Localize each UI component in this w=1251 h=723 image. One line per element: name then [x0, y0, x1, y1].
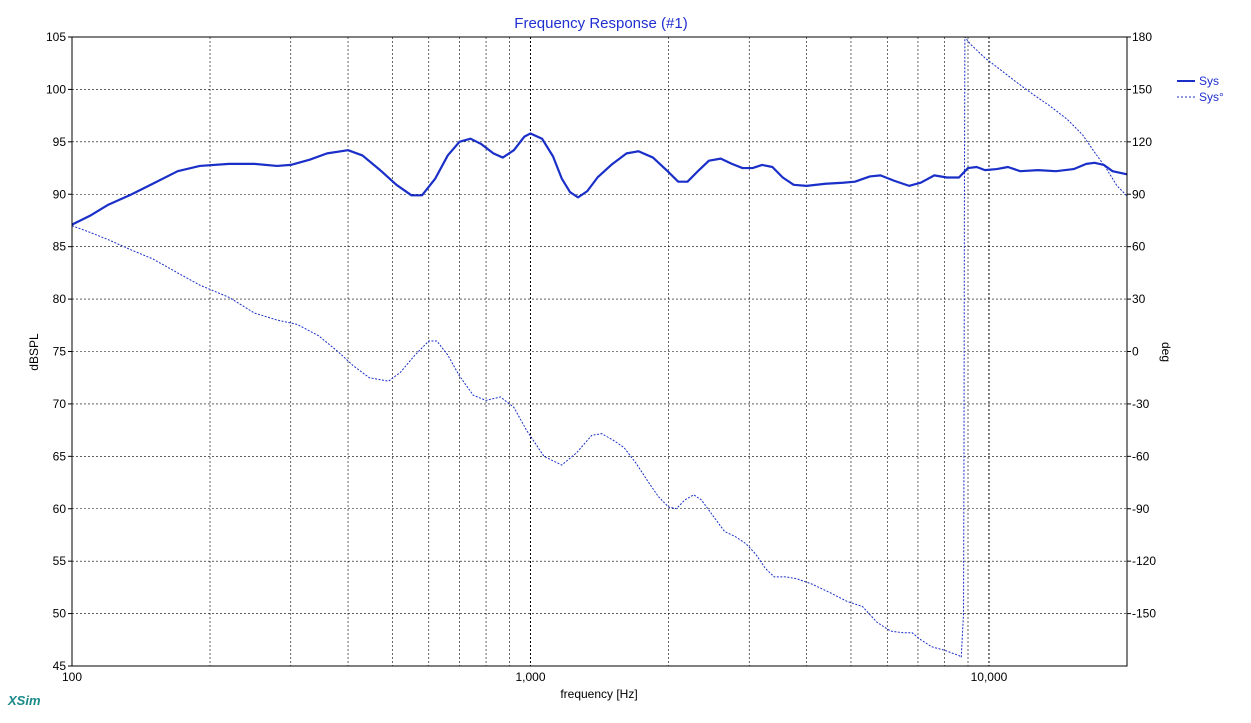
y-tick-label: 85 [53, 240, 67, 254]
y-tick-label: 75 [53, 345, 67, 359]
x-axis-label: frequency [Hz] [560, 687, 637, 701]
y2-tick-label: 90 [1132, 187, 1146, 201]
y2-tick-label: -30 [1132, 397, 1150, 411]
y-tick-label: 65 [53, 449, 67, 463]
x-tick-label: 1,000 [515, 670, 545, 684]
grid-lines [72, 36, 1127, 667]
x-axis-ticks: 100 1,000 10,000 [62, 670, 1008, 684]
series-line-sys-phase [71, 36, 1128, 658]
y-tick-label: 45 [53, 659, 67, 673]
series-layer [71, 36, 1128, 658]
x-tick-label: 100 [62, 670, 82, 684]
y2-axis-label: deg [1159, 342, 1173, 362]
y2-tick-label: -90 [1132, 502, 1150, 516]
y-tick-label: 70 [53, 397, 67, 411]
x-tick-label: 10,000 [971, 670, 1008, 684]
series-line-sys [71, 132, 1128, 226]
y-tick-label: 95 [53, 135, 67, 149]
y2-tick-label: 150 [1132, 82, 1152, 96]
chart-title: Frequency Response (#1) [514, 15, 687, 32]
y-tick-label: 55 [53, 554, 67, 568]
y2-tick-label: 180 [1132, 30, 1152, 44]
y-tick-label: 60 [53, 502, 67, 516]
legend-label-sys-phase: Sys° [1199, 90, 1224, 104]
y2-tick-label: 120 [1132, 135, 1152, 149]
xsim-logo: XSim [7, 693, 41, 708]
y2-tick-label: -60 [1132, 449, 1150, 463]
y-axis-label: dBSPL [27, 333, 41, 371]
y-tick-label: 50 [53, 607, 67, 621]
right-axis-ticks: 180 150 120 90 60 30 0 -30 -60 -90 -120 -150 [1127, 30, 1156, 621]
legend-label-sys: Sys [1199, 74, 1219, 88]
y2-tick-label: 30 [1132, 292, 1146, 306]
left-axis-ticks: 105 100 95 90 85 80 75 70 65 60 55 50 45 [46, 30, 72, 673]
y-tick-label: 105 [46, 30, 66, 44]
y2-tick-label: 0 [1132, 345, 1139, 359]
y2-tick-label: -120 [1132, 554, 1156, 568]
y2-tick-label: -150 [1132, 607, 1156, 621]
y-tick-label: 80 [53, 292, 67, 306]
legend: Sys Sys° [1177, 74, 1224, 104]
y-tick-label: 100 [46, 82, 66, 96]
y2-tick-label: 60 [1132, 240, 1146, 254]
y-tick-label: 90 [53, 187, 67, 201]
